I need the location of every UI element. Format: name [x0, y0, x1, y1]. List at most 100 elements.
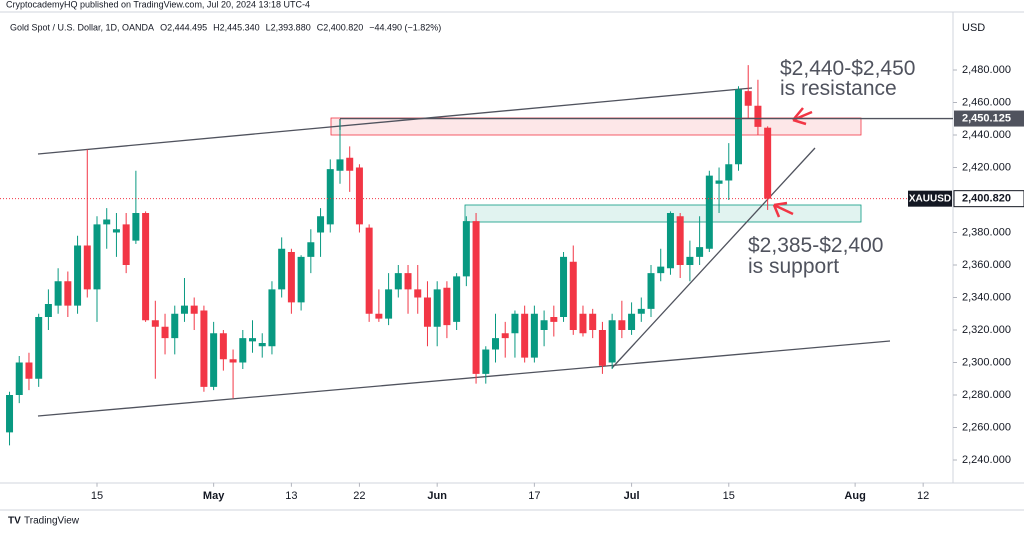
candle-body: [122, 224, 130, 265]
candle-body: [482, 349, 490, 374]
candle-body: [540, 320, 548, 330]
candle-body: [423, 297, 431, 327]
candle-body: [307, 242, 315, 257]
support-zone: [464, 204, 862, 223]
x-tick-label: 12: [917, 490, 929, 502]
publisher: CryptocademyHQ published on TradingView.…: [6, 0, 310, 9]
arrow: [772, 201, 794, 218]
trend-line: [37, 340, 891, 417]
trend-line: [37, 87, 753, 155]
candle-body: [754, 105, 762, 127]
candle-body: [268, 289, 276, 347]
candle-body: [734, 89, 742, 165]
y-tick-label: 2,320.000: [962, 324, 1011, 336]
x-tick-label: Aug: [844, 490, 865, 502]
y-tick-label: 2,440.000: [962, 129, 1011, 141]
candle-body: [44, 304, 52, 317]
y-tick-label: 2,480.000: [962, 64, 1011, 76]
candle-body: [142, 213, 150, 321]
candle-body: [472, 221, 480, 374]
candle-body: [608, 320, 616, 363]
candle-body: [492, 338, 500, 350]
candle-body: [326, 169, 334, 225]
candle-body: [249, 338, 257, 342]
candle-body: [657, 266, 665, 274]
currency: USD: [962, 22, 985, 34]
candle-body: [579, 313, 587, 334]
annotation: is resistance: [780, 77, 897, 100]
x-tick-label: 13: [285, 490, 297, 502]
x-tick-label: Jul: [624, 490, 640, 502]
candle-body: [696, 247, 704, 257]
brand-logo: TV: [8, 516, 21, 527]
candle-body: [462, 221, 470, 277]
x-tick-label: 15: [723, 490, 735, 502]
candle-body: [569, 261, 577, 330]
candle-body: [560, 256, 568, 317]
annotation: $2,440-$2,450: [780, 57, 915, 80]
candle-body: [686, 256, 694, 265]
candle-body: [414, 289, 422, 298]
candle-body: [171, 313, 179, 339]
last-price-name: XAUUSD: [909, 193, 951, 204]
y-tick-label: 2,420.000: [962, 161, 1011, 173]
candle-body: [229, 359, 237, 363]
candle-body: [132, 213, 140, 241]
x-tick-label: 17: [528, 490, 540, 502]
candle-body: [180, 305, 188, 314]
candle-body: [676, 216, 684, 265]
candle-body: [239, 338, 247, 363]
x-tick-label: May: [203, 490, 225, 502]
candle-body: [530, 313, 538, 358]
candle-body: [336, 159, 344, 171]
symbol: Gold Spot / U.S. Dollar, 1D, OANDA: [10, 22, 154, 32]
level-label-box: [954, 110, 1024, 127]
candle-body: [365, 227, 373, 314]
candle-body: [278, 248, 286, 290]
x-tick-label: Jun: [427, 490, 447, 502]
candle-body: [511, 313, 519, 334]
x-tick-label: 22: [353, 490, 365, 502]
legend-value: O2,444.495: [160, 22, 207, 32]
legend-value: C2,400.820: [317, 22, 364, 32]
y-tick-label: 2,260.000: [962, 421, 1011, 433]
legend-value: −44.490 (−1.82%): [369, 22, 441, 32]
level-label: 2,450.125: [962, 112, 1011, 124]
candle-body: [521, 313, 529, 358]
candle-body: [404, 273, 412, 290]
candle-body: [618, 320, 626, 330]
candle-body: [647, 273, 655, 309]
legend-value: L2,393.880: [266, 22, 311, 32]
candle-body: [297, 256, 305, 303]
annotation: $2,385-$2,400: [748, 234, 883, 257]
candle-body: [219, 333, 227, 360]
candle-body: [725, 164, 733, 181]
y-tick-label: 2,380.000: [962, 226, 1011, 238]
candle-body: [443, 287, 451, 326]
candle-body: [151, 320, 159, 327]
candle-body: [6, 395, 14, 433]
last-price-box: [953, 190, 1024, 208]
candle-body: [375, 313, 383, 319]
candle-body: [35, 317, 43, 379]
candle-body: [598, 330, 606, 366]
candle-body: [200, 310, 208, 387]
brand: TradingView: [24, 516, 80, 527]
candle-body: [589, 313, 597, 330]
legend-value: H2,445.340: [213, 22, 260, 32]
trend-line: [611, 147, 816, 369]
candle-body: [64, 281, 72, 306]
candle-body: [550, 317, 558, 322]
y-tick-label: 2,280.000: [962, 389, 1011, 401]
candle-body: [83, 245, 91, 290]
y-tick-label: 2,360.000: [962, 259, 1011, 271]
candle-body: [346, 157, 354, 171]
candle-body: [317, 216, 325, 233]
last-price-label: 2,400.820: [962, 193, 1011, 205]
candle-body: [764, 127, 772, 199]
candle-body: [25, 362, 33, 379]
candle-body: [385, 289, 393, 319]
candle-body: [54, 281, 62, 306]
candle-body: [394, 273, 402, 290]
